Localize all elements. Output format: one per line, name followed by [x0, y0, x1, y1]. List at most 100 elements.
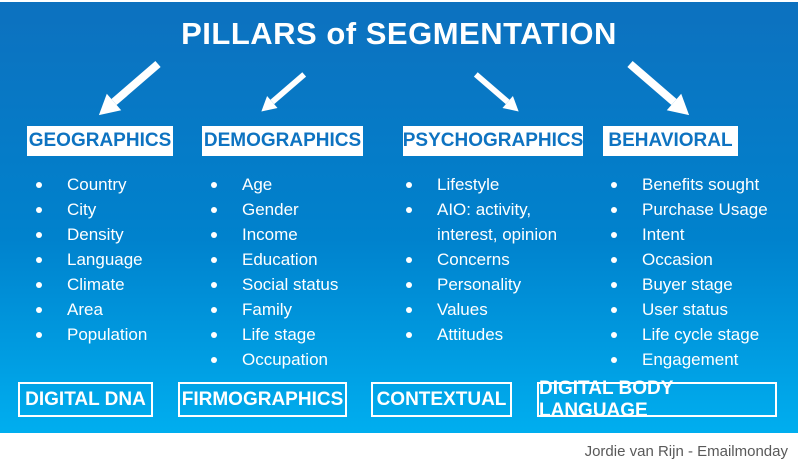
pillar-header-demographics: DEMOGRAPHICS [202, 126, 363, 156]
bullet-icon [211, 257, 217, 263]
bullet-icon [211, 182, 217, 188]
list-item: City [36, 197, 147, 222]
list-item-label: Lifestyle [437, 175, 500, 194]
bullet-icon [211, 357, 217, 363]
list-item: Age [211, 172, 338, 197]
list-item-label: Income [242, 225, 298, 244]
list-item-label: Buyer stage [642, 275, 733, 294]
list-item-label: Gender [242, 200, 299, 219]
list-item: Buyer stage [611, 272, 768, 297]
bullet-icon [211, 307, 217, 313]
bullet-icon [611, 282, 617, 288]
list-item-label: Population [67, 325, 148, 344]
bullet-icon [406, 182, 412, 188]
footer-tag-firmographics: FIRMOGRAPHICS [178, 382, 347, 417]
bullet-icon [36, 257, 42, 263]
list-item-label: Area [67, 300, 103, 319]
bullet-icon [611, 307, 617, 313]
list-item: User status [611, 297, 768, 322]
bullet-icon [406, 282, 412, 288]
blue-gradient-panel [0, 2, 798, 433]
pillar-header-geographics: GEOGRAPHICS [27, 126, 173, 156]
list-item-label: Life stage [242, 325, 316, 344]
list-item-label: Concerns [437, 250, 510, 269]
list-item-label: Attitudes [437, 325, 504, 344]
bullet-icon [611, 332, 617, 338]
bullet-icon [211, 232, 217, 238]
bullet-icon [406, 207, 412, 213]
bullet-icon [211, 332, 217, 338]
bullet-icon [36, 207, 42, 213]
list-item: Gender [211, 197, 338, 222]
list-item-label: Density [67, 225, 124, 244]
list-item: Intent [611, 222, 768, 247]
list-item: AIO: activity, interest, opinion [406, 197, 579, 247]
list-item-label: Country [67, 175, 127, 194]
list-item: Climate [36, 272, 147, 297]
list-item: Lifestyle [406, 172, 579, 197]
list-item-label: Climate [67, 275, 125, 294]
arrow-down-right-icon [627, 60, 690, 116]
list-item-label: Engagement [642, 350, 739, 369]
bullet-icon [611, 182, 617, 188]
pillar-list-behavioral: Benefits sought Purchase Usage Intent Oc… [611, 172, 768, 372]
bullet-icon [406, 307, 412, 313]
pillar-header-psychographics: PSYCHOGRAPHICS [403, 126, 583, 156]
pillar-list-psychographics: Lifestyle AIO: activity, interest, opini… [406, 172, 579, 347]
list-item-label: User status [642, 300, 728, 319]
bullet-icon [36, 307, 42, 313]
list-item-label: Purchase Usage [642, 200, 768, 219]
list-item: Life stage [211, 322, 338, 347]
list-item-label: Family [242, 300, 293, 319]
list-item-label: AIO: activity, interest, opinion [437, 200, 558, 244]
list-item: Life cycle stage [611, 322, 768, 347]
list-item: Area [36, 297, 147, 322]
bullet-icon [611, 232, 617, 238]
bullet-icon [611, 357, 617, 363]
list-item-label: City [67, 200, 97, 219]
list-item: Family [211, 297, 338, 322]
bullet-icon [36, 232, 42, 238]
list-item: Country [36, 172, 147, 197]
bullet-icon [406, 257, 412, 263]
list-item: Population [36, 322, 147, 347]
pillar-header-behavioral: BEHAVIORAL [603, 126, 738, 156]
bullet-icon [36, 332, 42, 338]
list-item: Language [36, 247, 147, 272]
list-item: Occasion [611, 247, 768, 272]
footer-tag-contextual: CONTEXTUAL [371, 382, 512, 417]
list-item: Concerns [406, 247, 579, 272]
list-item-label: Values [437, 300, 488, 319]
bullet-icon [36, 282, 42, 288]
list-item: Attitudes [406, 322, 579, 347]
list-item-label: Occasion [642, 250, 713, 269]
list-item: Occupation [211, 347, 338, 372]
bullet-icon [211, 282, 217, 288]
page-title: PILLARS of SEGMENTATION [181, 16, 617, 51]
footer-tag-digital-dna: DIGITAL DNA [18, 382, 153, 417]
list-item: Density [36, 222, 147, 247]
list-item: Social status [211, 272, 338, 297]
list-item-label: Education [242, 250, 318, 269]
list-item: Values [406, 297, 579, 322]
list-item: Personality [406, 272, 579, 297]
bullet-icon [406, 332, 412, 338]
bullet-icon [36, 182, 42, 188]
list-item-label: Occupation [242, 350, 328, 369]
footer-tag-digital-body-language: DIGITAL BODY LANGUAGE [537, 378, 777, 421]
list-item-label: Intent [642, 225, 685, 244]
bullet-icon [611, 257, 617, 263]
list-item: Benefits sought [611, 172, 768, 197]
arrow-down-right-icon [473, 72, 519, 112]
attribution-text: Jordie van Rijn - Emailmonday [584, 443, 788, 460]
bullet-icon [611, 207, 617, 213]
list-item: Engagement [611, 347, 768, 372]
list-item: Income [211, 222, 338, 247]
arrow-down-left-icon [261, 72, 307, 112]
list-item-label: Language [67, 250, 143, 269]
list-item-label: Age [242, 175, 273, 194]
bullet-icon [211, 207, 217, 213]
pillar-list-geographics: Country City Density Language Climate Ar… [36, 172, 147, 347]
list-item-label: Personality [437, 275, 522, 294]
